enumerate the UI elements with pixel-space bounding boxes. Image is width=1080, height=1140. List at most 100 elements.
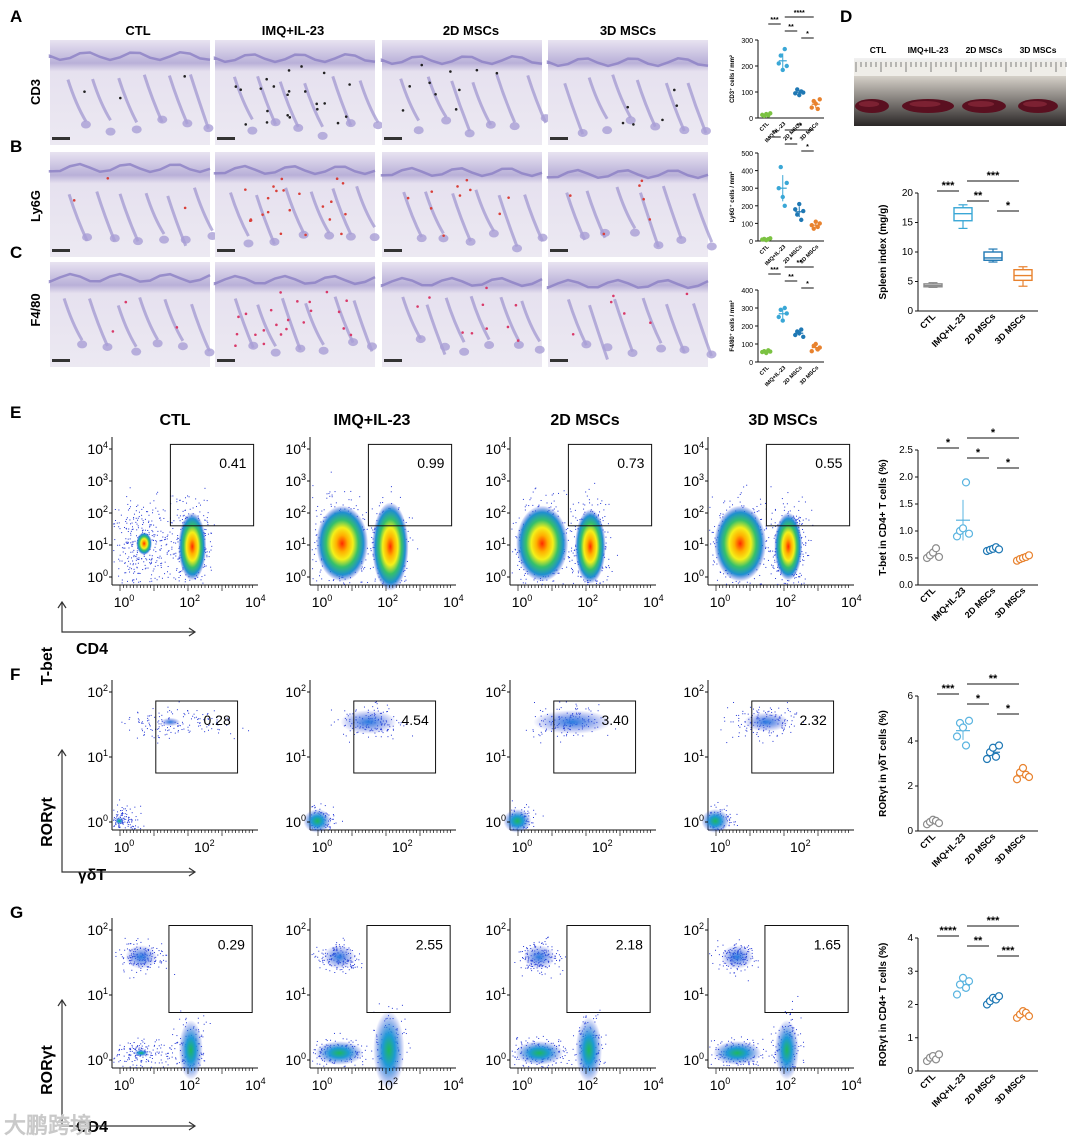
event-dot	[140, 828, 142, 830]
density-cluster	[701, 809, 730, 833]
tick-exponent: 1	[501, 748, 506, 758]
event-dot	[770, 518, 772, 520]
gate-percentage: 0.99	[417, 455, 444, 471]
event-dot	[729, 819, 731, 821]
event-dot	[712, 564, 714, 566]
follicle-bulb	[373, 121, 384, 130]
event-dot	[182, 1024, 184, 1026]
histology-grid	[48, 40, 717, 367]
tick-exponent: 1	[501, 536, 506, 546]
histology-tile	[546, 152, 717, 257]
stained-cell	[262, 329, 266, 332]
event-dot	[170, 731, 172, 733]
event-dot	[794, 713, 796, 715]
event-dot	[164, 538, 166, 540]
event-dot	[587, 583, 589, 585]
event-dot	[129, 506, 131, 508]
event-dot	[353, 507, 355, 509]
histology-tile	[546, 262, 717, 367]
epidermis-line	[546, 57, 709, 68]
event-dot	[171, 546, 173, 548]
event-dot	[561, 568, 563, 570]
event-dot	[567, 556, 569, 558]
y-tick-label: 100	[485, 568, 506, 585]
event-dot	[115, 955, 117, 957]
follicle-bulb	[133, 237, 144, 246]
event-dot	[802, 553, 804, 555]
event-dot	[199, 723, 201, 725]
event-dot	[159, 730, 161, 732]
event-dot	[176, 514, 178, 516]
follicle-bulb	[509, 122, 520, 131]
tissue-section	[50, 40, 210, 145]
hair-follicle	[450, 80, 472, 132]
event-dot	[168, 550, 170, 552]
event-dot	[150, 561, 152, 563]
event-dot	[182, 723, 184, 725]
event-dot	[353, 734, 355, 736]
y-tick-label: 102	[87, 683, 108, 700]
event-dot	[728, 825, 730, 827]
event-dot	[180, 571, 182, 573]
event-dot	[756, 733, 758, 735]
follicle-bulb	[706, 350, 717, 359]
event-dot	[129, 523, 131, 525]
event-dot	[607, 734, 609, 736]
event-dot	[190, 718, 192, 720]
event-dot	[165, 544, 167, 546]
tick-exponent: 0	[103, 813, 108, 823]
panel-label-C: C	[10, 243, 22, 262]
event-dot	[146, 728, 148, 730]
event-dot	[129, 1066, 131, 1068]
event-dot	[124, 562, 126, 564]
event-dot	[756, 732, 758, 734]
event-dot	[179, 725, 181, 727]
stained-cell	[498, 212, 502, 216]
event-dot	[208, 556, 210, 558]
stained-cell	[272, 185, 275, 188]
event-dot	[534, 488, 536, 490]
event-dot	[128, 943, 130, 945]
scale-bar	[384, 249, 402, 252]
event-dot	[163, 724, 165, 726]
event-dot	[727, 815, 729, 817]
stained-cell	[506, 325, 510, 329]
stained-cell	[175, 326, 179, 329]
event-dot	[716, 563, 718, 565]
hair-follicle	[474, 189, 496, 232]
stained-cell	[434, 92, 437, 96]
event-dot	[205, 1021, 207, 1023]
event-dot	[553, 500, 555, 502]
event-dot	[151, 729, 153, 731]
tick-exponent: 3	[301, 472, 306, 482]
event-dot	[151, 1058, 153, 1060]
event-dot	[122, 823, 124, 825]
event-dot	[314, 542, 316, 544]
event-dot	[124, 1060, 126, 1062]
event-dot	[525, 578, 527, 580]
event-dot	[803, 544, 805, 546]
hair-follicle	[284, 187, 305, 234]
stained-cell	[111, 330, 115, 333]
event-dot	[156, 1051, 158, 1053]
y-tick-label: 103	[87, 472, 108, 489]
event-dot	[177, 726, 179, 728]
y-tick-label: 101	[285, 536, 306, 553]
event-dot	[157, 742, 159, 744]
event-dot	[125, 541, 127, 543]
event-dot	[743, 486, 745, 488]
event-dot	[538, 734, 540, 736]
follicle-bulb	[602, 343, 613, 352]
event-dot	[148, 722, 150, 724]
tick-exponent: 3	[103, 472, 108, 482]
event-dot	[166, 543, 168, 545]
event-dot	[123, 808, 125, 810]
event-dot	[563, 735, 565, 737]
event-dot	[719, 515, 721, 517]
event-dot	[541, 733, 543, 735]
follicle-bulb	[653, 241, 664, 250]
event-dot	[142, 1041, 144, 1043]
event-dot	[169, 1047, 171, 1049]
event-dot	[120, 814, 122, 816]
event-dot	[162, 536, 164, 538]
